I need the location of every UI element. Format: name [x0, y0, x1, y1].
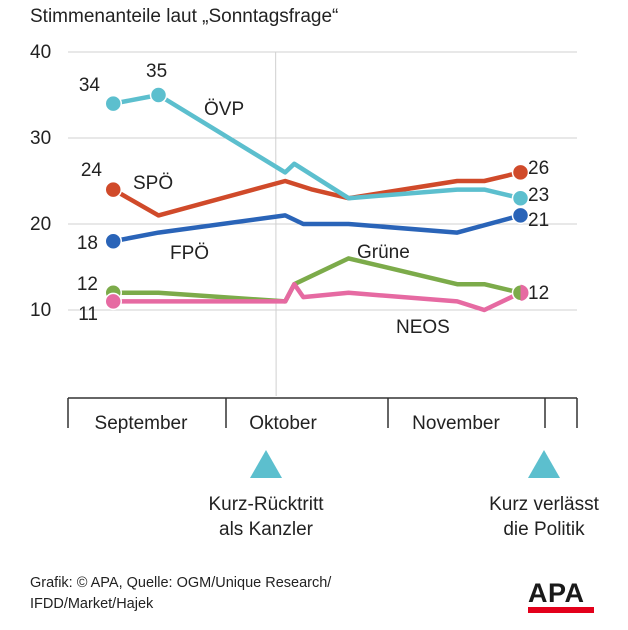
series-line-NEOS — [111, 281, 523, 313]
series-line-SPÖ — [111, 170, 523, 218]
series-name-label-fpo: FPÖ — [170, 243, 209, 264]
series-name-label-ovp: ÖVP — [204, 99, 244, 120]
line-chart: 10 20 30 40 September Oktober November Kurz-Rüc… — [30, 42, 600, 540]
x-tick-label-september: September — [95, 413, 189, 434]
data-point-ÖVP — [511, 189, 530, 207]
data-point-ÖVP — [104, 94, 122, 113]
y-tick-label: 20 — [30, 214, 51, 235]
event-label: die Politik — [503, 519, 585, 540]
source-line-1: Grafik: © APA, Quelle: OGM/Unique Resear… — [30, 575, 332, 591]
x-tick-label-november: November — [412, 413, 500, 434]
series-line-Grüne — [111, 256, 523, 304]
apa-logo-bar — [528, 607, 594, 613]
data-label-gruene-end: 12 — [528, 283, 549, 304]
data-label-fpo-start: 18 — [77, 233, 98, 254]
apa-logo-text: APA — [528, 578, 585, 608]
data-point-NEOS-half — [520, 284, 529, 301]
data-label-neos-start: 11 — [78, 304, 98, 325]
y-tick-label: 10 — [30, 300, 51, 321]
data-label-gruene-start: 12 — [77, 274, 98, 295]
data-point-ÖVP — [149, 86, 168, 104]
source-note: Grafik: © APA, Quelle: OGM/Unique Resear… — [30, 573, 430, 615]
data-point-FPÖ — [511, 206, 530, 225]
event-line — [275, 51, 277, 397]
data-point-FPÖ — [104, 232, 122, 250]
event-triangle-icon — [528, 450, 560, 478]
data-label-ovp-start: 34 — [79, 75, 101, 96]
data-label-ovp-peak: 35 — [146, 61, 167, 82]
series-name-label-spo: SPÖ — [133, 173, 173, 194]
event-triangle-icon — [250, 450, 282, 478]
series-line-ÖVP — [111, 92, 523, 201]
apa-logo: APA — [528, 578, 594, 613]
event-label: als Kanzler — [219, 519, 314, 540]
data-label-spo-end: 26 — [528, 158, 549, 179]
y-tick-label: 40 — [30, 42, 51, 63]
data-point-SPÖ — [104, 180, 122, 199]
data-point-NEOS — [104, 292, 122, 311]
series-name-label-gruene: Grüne — [357, 242, 410, 263]
series-line-FPÖ — [111, 213, 523, 244]
data-label-fpo-end: 21 — [528, 210, 549, 231]
data-label-ovp-end: 23 — [528, 185, 549, 206]
x-tick-label-oktober: Oktober — [249, 413, 317, 434]
y-tick-label: 30 — [30, 128, 51, 149]
chart-title: Stimmenanteile laut „Sonntagsfrage“ — [30, 6, 339, 27]
event-label: Kurz verlässt — [489, 494, 600, 515]
series-name-label-neos: NEOS — [396, 317, 450, 338]
data-label-spo-start: 24 — [81, 160, 103, 181]
data-point-SPÖ — [511, 163, 530, 182]
event-label: Kurz-Rücktritt — [208, 494, 324, 515]
source-line-2: IFDD/Market/Hajek — [30, 596, 154, 612]
